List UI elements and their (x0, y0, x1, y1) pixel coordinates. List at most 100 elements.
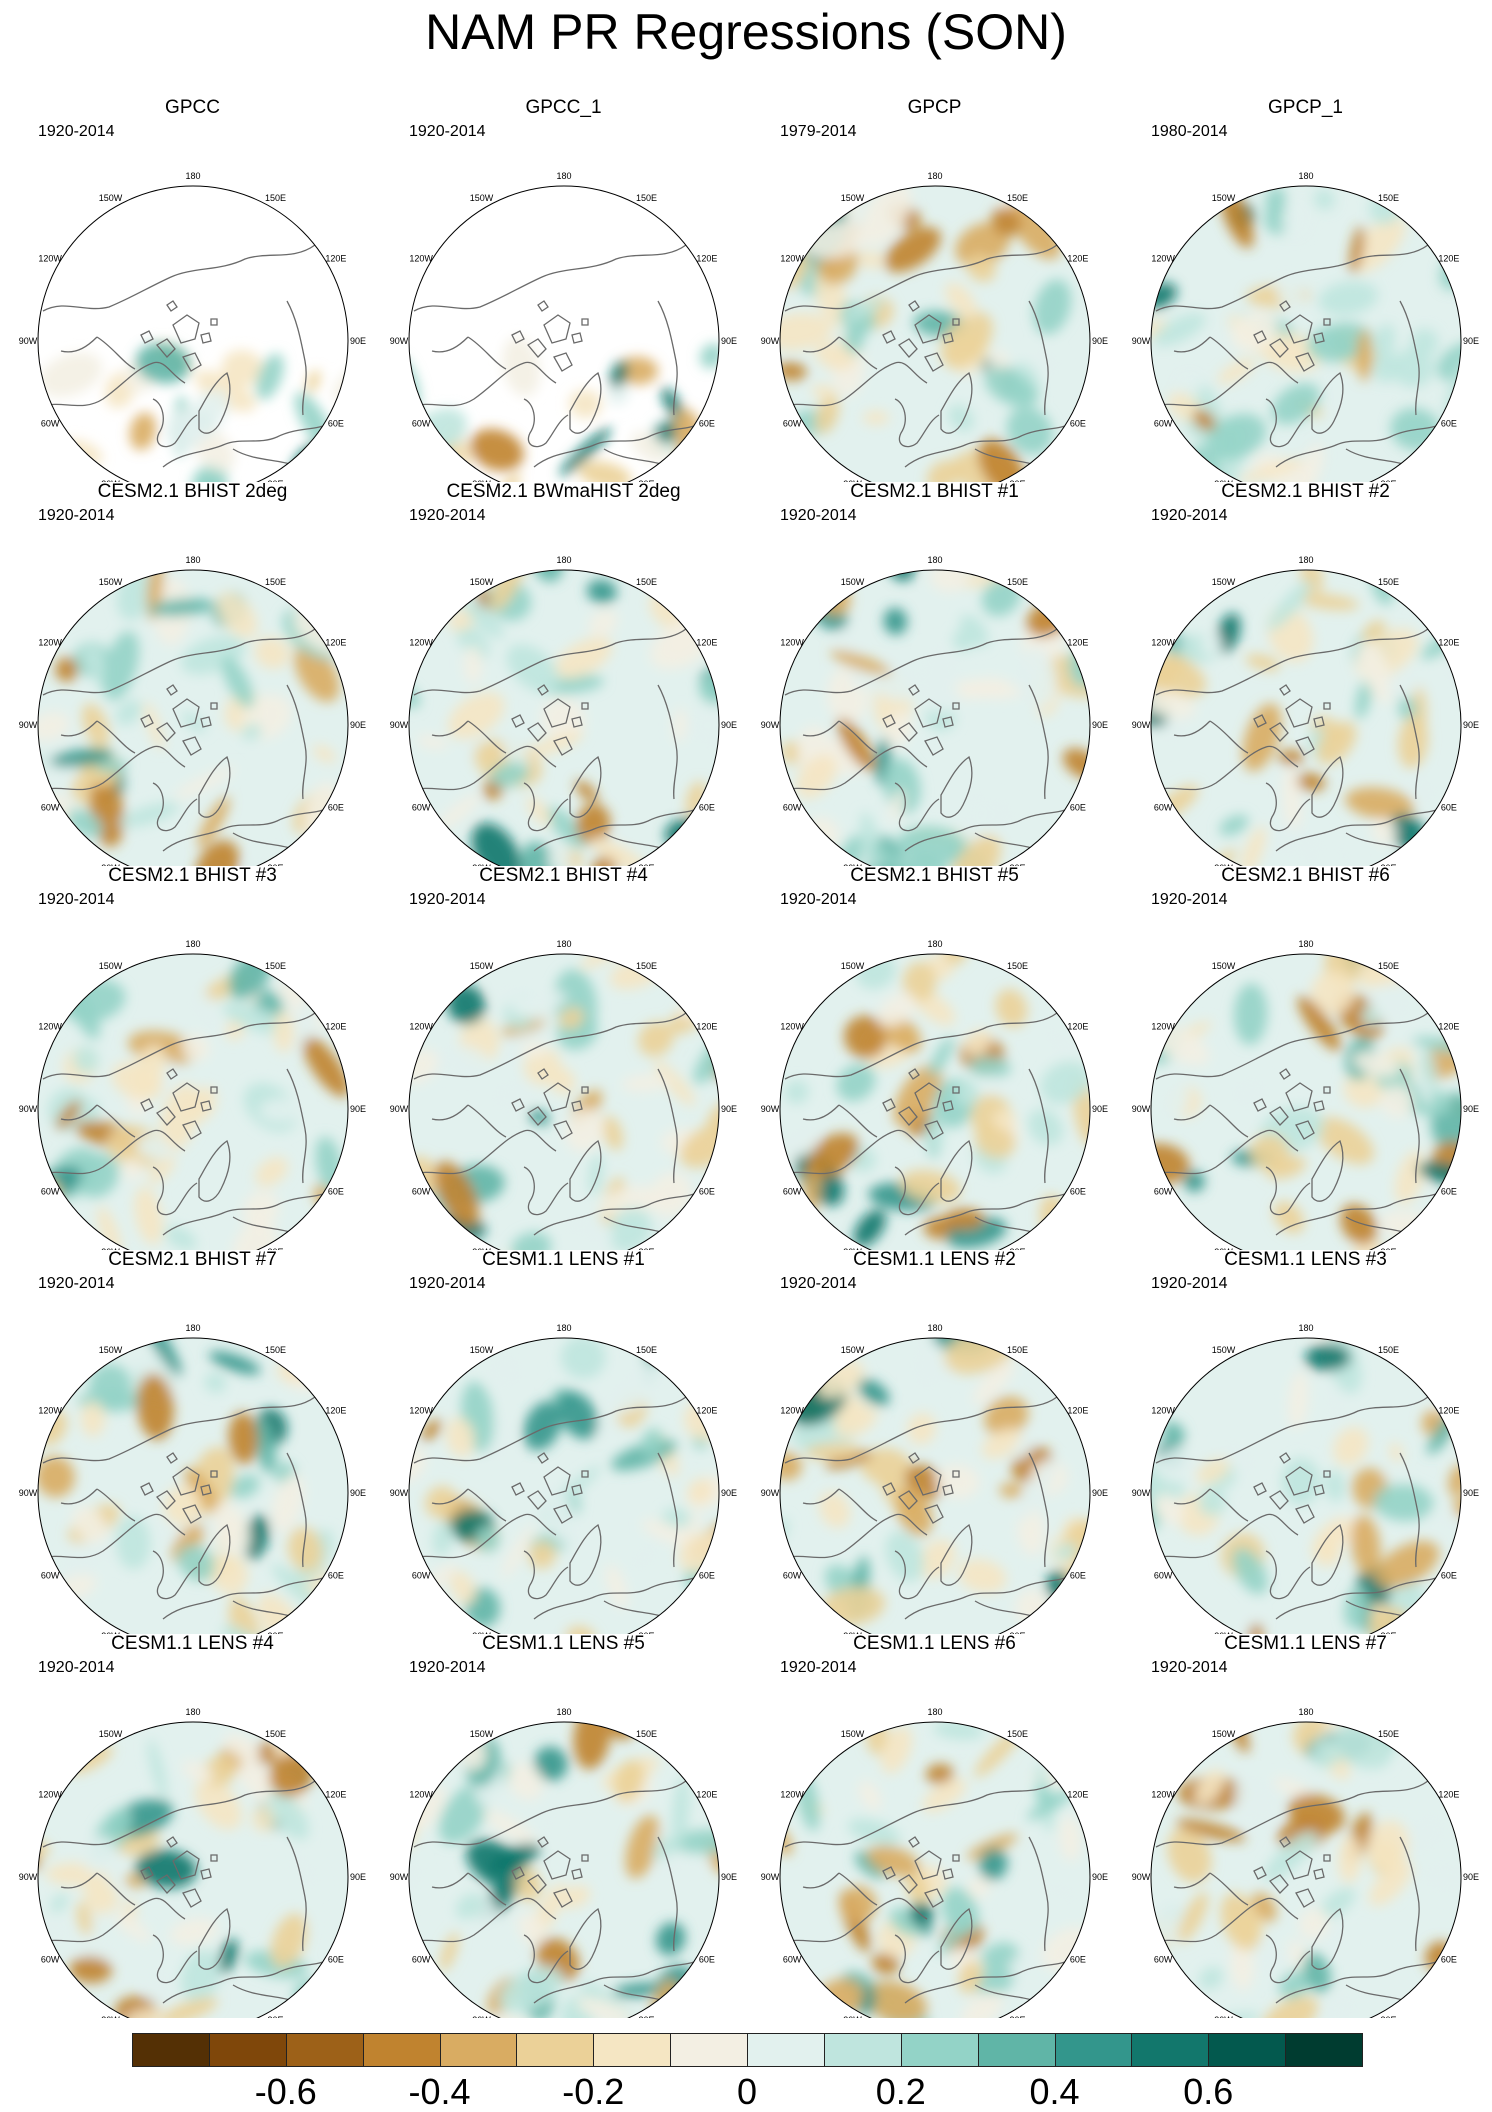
longitude-label: 120E (1067, 254, 1088, 264)
polar-map: 180150E120E90E60E30E030W60W90W120W150W (1119, 480, 1492, 866)
longitude-label: 30E (267, 2015, 283, 2018)
longitude-label: 120W (780, 1022, 804, 1032)
longitude-label: 90E (1092, 1872, 1108, 1882)
longitude-label: 60W (412, 1571, 431, 1581)
longitude-label: 90W (390, 1104, 409, 1114)
longitude-label: 30E (1380, 2015, 1396, 2018)
longitude-label: 90W (1132, 720, 1151, 730)
longitude-label: 180 (1298, 1323, 1313, 1333)
longitude-label: 60E (1441, 1955, 1457, 1965)
longitude-label: 180 (185, 1707, 200, 1717)
longitude-label: 90W (390, 336, 409, 346)
longitude-label: 90W (19, 720, 38, 730)
longitude-label: 120W (38, 1790, 62, 1800)
longitude-label: 120E (1438, 1790, 1459, 1800)
longitude-label: 120W (38, 1406, 62, 1416)
colorbar-tick-label: 0.6 (1148, 2074, 1268, 2110)
longitude-label: 60W (783, 419, 802, 429)
longitude-label: 60E (1070, 1571, 1086, 1581)
longitude-label: 180 (556, 171, 571, 181)
colorbar-cell (1285, 2033, 1363, 2067)
longitude-label: 30W (843, 2015, 862, 2018)
longitude-label: 180 (927, 555, 942, 565)
colorbar-cell (978, 2033, 1056, 2067)
longitude-label: 60E (1070, 1187, 1086, 1197)
longitude-label: 60W (412, 803, 431, 813)
longitude-label: 150E (265, 1345, 286, 1355)
colorbar-cell (747, 2033, 825, 2067)
longitude-label: 60E (699, 419, 715, 429)
polar-map: 180150E120E90E60E30E030W60W90W120W150W (6, 1248, 379, 1634)
longitude-label: 120W (1151, 1022, 1175, 1032)
polar-map: 180150E120E90E60E30E030W60W90W120W150W (1119, 1248, 1492, 1634)
longitude-label: 90E (350, 1104, 366, 1114)
longitude-label: 90E (1463, 1488, 1479, 1498)
colorbar-tick-label: 0 (687, 2074, 807, 2110)
longitude-label: 60E (699, 1187, 715, 1197)
longitude-label: 60W (1154, 1187, 1173, 1197)
longitude-label: 60W (41, 1955, 60, 1965)
colorbar-tick-label: -0.2 (533, 2074, 653, 2110)
longitude-label: 150W (99, 577, 123, 587)
longitude-label: 90E (721, 1872, 737, 1882)
map-panel: GPCC_11920-2014180150E120E90E60E30E030W6… (377, 96, 750, 482)
longitude-label: 90W (1132, 1872, 1151, 1882)
longitude-label: 150E (636, 193, 657, 203)
polar-map: 180150E120E90E60E30E030W60W90W120W150W (748, 480, 1121, 866)
colorbar-tick-label: 0.4 (995, 2074, 1115, 2110)
longitude-label: 120E (1067, 1406, 1088, 1416)
longitude-label: 150W (470, 193, 494, 203)
colorbar-cell (670, 2033, 748, 2067)
longitude-label: 60E (328, 1955, 344, 1965)
longitude-label: 120E (1438, 638, 1459, 648)
longitude-label: 150W (841, 1729, 865, 1739)
longitude-label: 90W (1132, 1104, 1151, 1114)
map-panel: GPCP_11980-2014180150E120E90E60E30E030W6… (1119, 96, 1492, 482)
polar-map: 180150E120E90E60E30E030W60W90W120W150W (1119, 1632, 1492, 2018)
longitude-label: 180 (185, 1323, 200, 1333)
longitude-label: 150E (265, 961, 286, 971)
longitude-label: 120W (409, 638, 433, 648)
polar-map: 180150E120E90E60E30E030W60W90W120W150W (377, 1632, 750, 2018)
map-panel: GPCC1920-2014180150E120E90E60E30E030W60W… (6, 96, 379, 482)
longitude-label: 150E (1007, 193, 1028, 203)
longitude-label: 120W (1151, 254, 1175, 264)
colorbar-cell (132, 2033, 210, 2067)
longitude-label: 30E (1009, 2015, 1025, 2018)
longitude-label: 60E (1070, 803, 1086, 813)
longitude-label: 60W (1154, 1571, 1173, 1581)
longitude-label: 150W (470, 1729, 494, 1739)
polar-map: 180150E120E90E60E30E030W60W90W120W150W (748, 1632, 1121, 2018)
longitude-label: 150W (470, 961, 494, 971)
polar-map: 180150E120E90E60E30E030W60W90W120W150W (6, 96, 379, 482)
colorbar-tick-label: 0.2 (841, 2074, 961, 2110)
longitude-label: 120W (38, 638, 62, 648)
longitude-label: 150W (99, 193, 123, 203)
longitude-label: 90E (1463, 720, 1479, 730)
polar-map: 180150E120E90E60E30E030W60W90W120W150W (748, 864, 1121, 1250)
longitude-label: 180 (556, 1707, 571, 1717)
longitude-label: 120W (1151, 1790, 1175, 1800)
longitude-label: 120E (696, 254, 717, 264)
longitude-label: 120E (696, 638, 717, 648)
longitude-label: 30W (1214, 2015, 1233, 2018)
polar-map: 180150E120E90E60E30E030W60W90W120W150W (6, 1632, 379, 2018)
map-panel: GPCP1979-2014180150E120E90E60E30E030W60W… (748, 96, 1121, 482)
longitude-label: 60E (699, 1955, 715, 1965)
longitude-label: 120E (325, 1790, 346, 1800)
longitude-label: 150W (841, 961, 865, 971)
longitude-label: 180 (927, 1323, 942, 1333)
longitude-label: 180 (556, 555, 571, 565)
longitude-label: 60W (41, 419, 60, 429)
longitude-label: 120E (325, 638, 346, 648)
longitude-label: 90E (1092, 1488, 1108, 1498)
colorbar-cell (209, 2033, 287, 2067)
longitude-label: 150E (265, 577, 286, 587)
